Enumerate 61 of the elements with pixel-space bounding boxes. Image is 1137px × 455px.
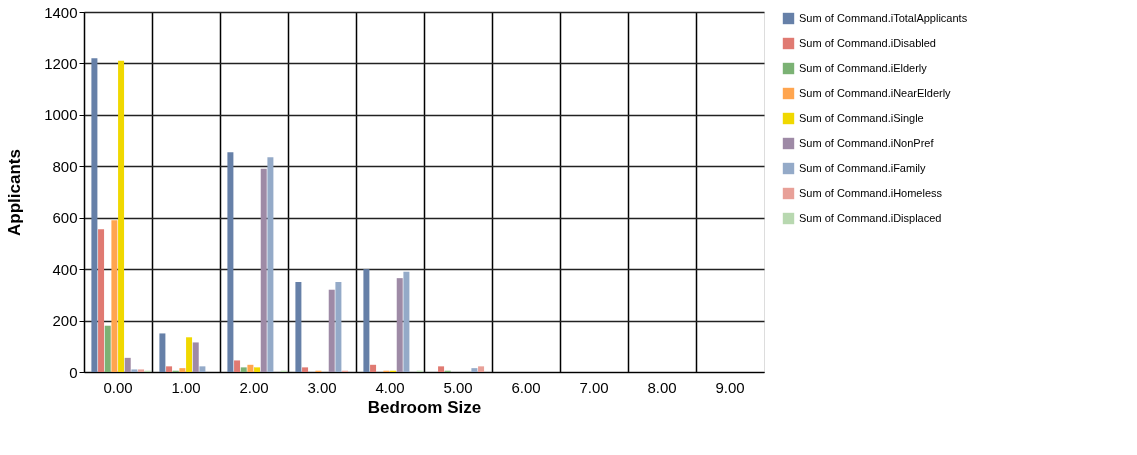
y-tick-label: 400 [52,260,78,278]
x-tick-label: 3.00 [307,378,337,396]
bar [234,360,241,372]
bar [328,289,335,372]
bar [199,366,206,372]
bar [335,282,342,372]
x-tick-label: 0.00 [103,378,133,396]
x-tick-label: 5.00 [443,378,473,396]
bar [124,357,131,372]
bar [478,366,485,372]
legend-label: Sum of Command.iNearElderly [799,86,952,99]
x-tick-label: 8.00 [647,378,677,396]
bar [396,278,403,372]
y-tick-label: 600 [52,209,78,227]
x-axis-title: Bedroom Size [367,397,482,417]
bar [295,282,302,372]
legend-label: Sum of Command.iDisplaced [799,211,942,224]
legend-label: Sum of Command.iFamily [799,161,927,174]
legend-label: Sum of Command.iHomeless [799,186,943,199]
legend-label: Sum of Command.iSingle [799,111,924,124]
bar [111,220,118,372]
bar [186,337,193,372]
bar [438,366,445,372]
bar [91,58,98,372]
bar [192,342,199,372]
y-tick-label: 200 [52,312,78,330]
legend-label: Sum of Command.iTotalApplicants [799,11,968,24]
bar [159,333,166,372]
bar [138,369,145,372]
x-tick-label: 9.00 [715,378,745,396]
bar [131,369,138,372]
bar [240,367,247,372]
bar [227,152,234,372]
bar [247,364,254,372]
bar [118,60,125,372]
bar [471,368,478,372]
bar [302,367,309,372]
bar [267,157,274,372]
x-tick-label: 7.00 [579,378,609,396]
y-tick-label: 1000 [44,106,78,124]
bar [254,367,261,372]
bar [403,271,410,372]
y-tick-label: 800 [52,157,78,175]
y-tick-label: 0 [69,363,78,381]
x-tick-label: 2.00 [239,378,269,396]
bar [363,269,370,372]
bar [260,168,267,372]
bar [179,368,186,372]
y-tick-label: 1200 [44,54,78,72]
legend-label: Sum of Command.iDisabled [799,36,936,49]
y-axis-title: Applicants [5,149,25,236]
bar [98,229,105,372]
x-tick-label: 4.00 [375,378,405,396]
y-tick-label: 1400 [44,3,78,21]
legend-label: Sum of Command.iElderly [799,61,928,74]
bar [104,325,111,372]
bar [370,364,377,372]
x-tick-label: 6.00 [511,378,541,396]
legend-label: Sum of Command.iNonPref [799,136,935,149]
x-tick-label: 1.00 [171,378,201,396]
bar [166,366,173,372]
